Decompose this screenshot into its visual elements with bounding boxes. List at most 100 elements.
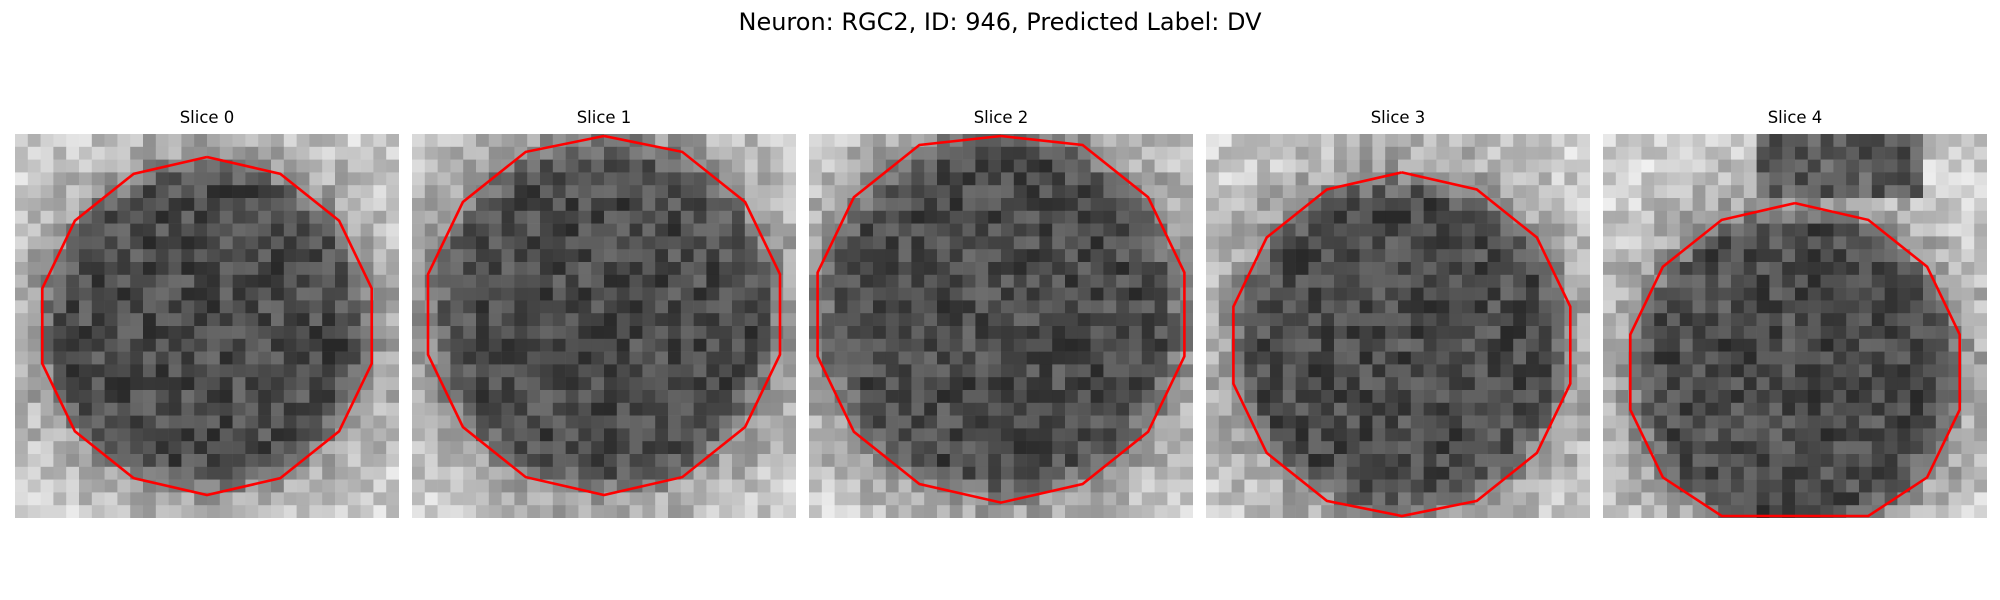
image-pixel bbox=[1129, 274, 1143, 288]
image-pixel bbox=[565, 274, 579, 288]
image-pixel bbox=[91, 249, 105, 263]
image-pixel bbox=[1257, 505, 1271, 518]
image-pixel bbox=[1206, 198, 1220, 212]
image-pixel bbox=[501, 479, 515, 493]
image-pixel bbox=[347, 274, 361, 288]
image-pixel bbox=[1026, 415, 1040, 429]
image-pixel bbox=[450, 466, 464, 480]
image-pixel bbox=[860, 454, 874, 468]
image-pixel bbox=[1244, 287, 1258, 301]
image-pixel bbox=[937, 236, 951, 250]
image-pixel bbox=[1615, 338, 1629, 352]
image-pixel bbox=[565, 428, 579, 442]
image-pixel bbox=[565, 159, 579, 173]
image-pixel bbox=[1897, 134, 1911, 148]
image-pixel bbox=[347, 159, 361, 173]
image-pixel bbox=[1577, 466, 1590, 480]
image-pixel bbox=[1795, 262, 1809, 276]
image-pixel bbox=[629, 223, 643, 237]
image-pixel bbox=[873, 198, 887, 212]
image-pixel bbox=[450, 146, 464, 160]
image-pixel bbox=[680, 223, 694, 237]
image-pixel bbox=[1769, 172, 1783, 186]
image-pixel bbox=[975, 185, 989, 199]
image-pixel bbox=[373, 223, 387, 237]
image-pixel bbox=[1334, 415, 1348, 429]
image-pixel bbox=[1462, 198, 1476, 212]
image-pixel bbox=[1910, 287, 1924, 301]
image-pixel bbox=[117, 313, 131, 327]
image-pixel bbox=[668, 262, 682, 276]
image-pixel bbox=[1334, 390, 1348, 404]
image-pixel bbox=[335, 364, 349, 378]
image-pixel bbox=[1615, 198, 1629, 212]
image-pixel bbox=[335, 313, 349, 327]
image-pixel bbox=[1423, 262, 1437, 276]
image-pixel bbox=[770, 159, 784, 173]
image-pixel bbox=[1282, 185, 1296, 199]
image-pixel bbox=[578, 236, 592, 250]
image-pixel bbox=[1487, 390, 1501, 404]
image-pixel bbox=[1846, 402, 1860, 416]
image-pixel bbox=[1039, 185, 1053, 199]
image-pixel bbox=[1641, 198, 1655, 212]
image-pixel bbox=[860, 172, 874, 186]
image-pixel bbox=[1295, 428, 1309, 442]
image-pixel bbox=[1001, 390, 1015, 404]
image-pixel bbox=[1782, 313, 1796, 327]
image-pixel bbox=[1577, 249, 1590, 263]
image-pixel bbox=[1731, 223, 1745, 237]
image-pixel bbox=[1385, 300, 1399, 314]
image-pixel bbox=[988, 313, 1002, 327]
image-pixel bbox=[847, 338, 861, 352]
image-pixel bbox=[1897, 223, 1911, 237]
image-pixel bbox=[1116, 146, 1130, 160]
image-pixel bbox=[1667, 505, 1681, 518]
image-pixel bbox=[1577, 185, 1590, 199]
image-pixel bbox=[616, 146, 630, 160]
image-pixel bbox=[450, 377, 464, 391]
image-pixel bbox=[1244, 505, 1258, 518]
image-pixel bbox=[629, 313, 643, 327]
image-pixel bbox=[168, 198, 182, 212]
image-pixel bbox=[91, 390, 105, 404]
image-pixel bbox=[1257, 402, 1271, 416]
image-pixel bbox=[168, 172, 182, 186]
image-pixel bbox=[1782, 338, 1796, 352]
image-pixel bbox=[1385, 338, 1399, 352]
image-pixel bbox=[1077, 351, 1091, 365]
image-pixel bbox=[130, 364, 144, 378]
image-pixel bbox=[847, 364, 861, 378]
image-pixel bbox=[91, 415, 105, 429]
image-pixel bbox=[53, 210, 67, 224]
image-pixel bbox=[821, 454, 835, 468]
image-pixel bbox=[1961, 415, 1975, 429]
image-pixel bbox=[283, 198, 297, 212]
image-pixel bbox=[898, 313, 912, 327]
image-pixel bbox=[1116, 249, 1130, 263]
image-pixel bbox=[194, 262, 208, 276]
image-pixel bbox=[937, 454, 951, 468]
image-pixel bbox=[155, 351, 169, 365]
image-pixel bbox=[616, 402, 630, 416]
image-pixel bbox=[1526, 377, 1540, 391]
image-pixel bbox=[732, 466, 746, 480]
image-pixel bbox=[693, 300, 707, 314]
image-pixel bbox=[591, 262, 605, 276]
image-pixel bbox=[1308, 172, 1322, 186]
image-pixel bbox=[1282, 172, 1296, 186]
image-pixel bbox=[706, 300, 720, 314]
image-pixel bbox=[975, 377, 989, 391]
image-pixel bbox=[975, 146, 989, 160]
image-pixel bbox=[1308, 505, 1322, 518]
image-pixel bbox=[271, 479, 285, 493]
image-pixel bbox=[1334, 185, 1348, 199]
image-pixel bbox=[1308, 249, 1322, 263]
image-pixel bbox=[988, 479, 1002, 493]
image-pixel bbox=[911, 236, 925, 250]
image-pixel bbox=[1782, 287, 1796, 301]
image-pixel bbox=[744, 159, 758, 173]
image-pixel bbox=[181, 492, 195, 506]
image-pixel bbox=[1923, 377, 1937, 391]
image-pixel bbox=[1154, 210, 1168, 224]
